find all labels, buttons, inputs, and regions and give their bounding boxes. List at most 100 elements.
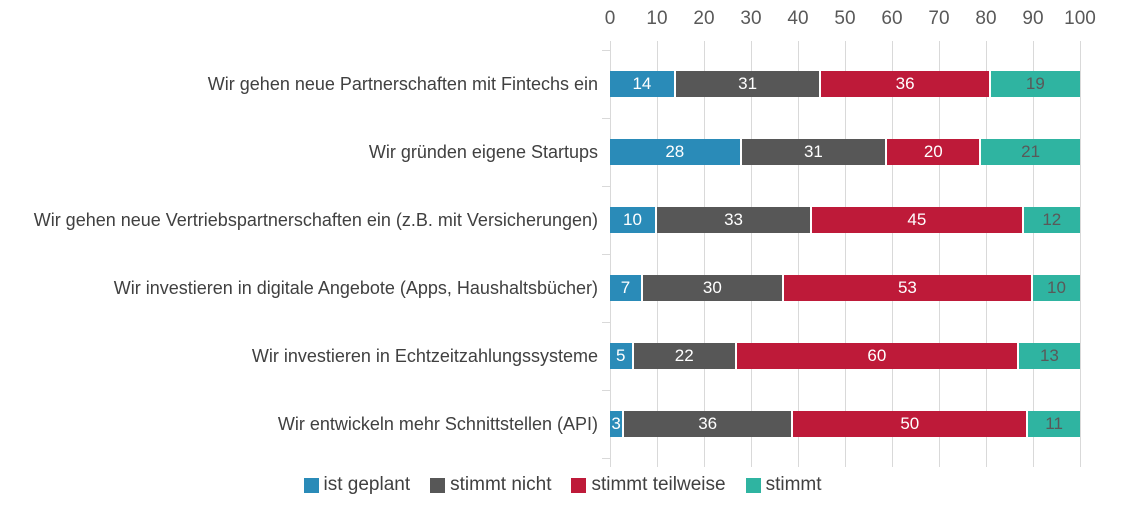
category-label: Wir gehen neue Partnerschaften mit Finte… [207,74,598,94]
bar-value-label: 12 [1042,210,1062,229]
bar-row: 28 31 20 21 [610,139,1080,165]
gridline [1080,50,1081,458]
bar-value-label: 3 [611,414,621,433]
x-axis-tick-label: 30 [740,8,762,29]
bar-segment-stimmt: 12 [1023,207,1080,233]
bar-value-label: 10 [1047,278,1066,297]
legend-item: stimmt [745,474,822,496]
legend-item: ist geplant [303,474,411,496]
x-axis-tick-mark [892,458,893,467]
x-axis-tick-mark [610,458,611,467]
bar-segment-stimmt-nicht: 36 [624,411,794,437]
bar-segment-stimmt-nicht: 31 [675,71,822,97]
bar-row: 3 36 50 11 [610,411,1080,437]
bar-value-label: 7 [620,278,631,297]
bar-segment-stimmt-teilweise: 20 [887,139,982,165]
category-label: Wir entwickeln mehr Schnittstellen (API) [277,414,598,434]
bar-value-label: 30 [702,278,722,297]
x-axis-tick-mark [892,41,893,50]
x-axis-tick-mark [1033,41,1034,50]
bar-segment-ist-geplant: 10 [610,207,657,233]
bar-value-label: 22 [674,346,694,365]
bar-value-label: 5 [616,346,626,365]
gridline [798,50,799,458]
bar-row: 7 30 53 10 [610,275,1080,301]
category-label: Wir gehen neue Vertriebspartnerschaften … [33,210,598,230]
bar-value-label: 33 [724,210,743,229]
bar-segment-ist-geplant: 7 [610,275,643,301]
x-axis-tick-label: 60 [881,8,903,29]
x-axis-tick-mark [845,41,846,50]
x-axis-tick-mark [657,458,658,467]
gridline [939,50,940,458]
bar-value-label: 13 [1039,346,1059,365]
x-axis-tick-mark [798,41,799,50]
gridline [986,50,987,458]
bar-segment-stimmt-nicht: 30 [642,275,784,301]
legend-item: stimmt teilweise [571,474,726,496]
x-axis-tick-mark [610,41,611,50]
bar-value-label: 36 [698,414,718,433]
x-axis-tick-mark [939,41,940,50]
x-axis-tick-mark [704,41,705,50]
legend-swatch [571,477,587,493]
x-axis-tick-mark [1080,458,1081,467]
legend-item: stimmt nicht [430,474,551,496]
bar-row: 5 22 60 13 [610,343,1080,369]
x-axis-tick-mark [1033,458,1034,467]
legend-swatch [303,477,319,493]
bar-segment-stimmt-nicht: 31 [741,139,888,165]
bar-value-label: 60 [867,346,887,365]
plot-area: 14 31 36 19 28 31 20 21 10 33 45 12 7 30 53 10 5 22 60 13 3 3… [602,41,1081,467]
bar-value-label: 11 [1045,414,1063,433]
bar-value-label: 36 [895,74,915,93]
bar-value-label: 21 [1021,142,1041,161]
x-axis-tick-mark [1080,41,1081,50]
bar-value-label: 50 [900,414,920,433]
bar-row: 10 33 45 12 [610,207,1080,233]
bar-segment-stimmt-nicht: 22 [633,343,737,369]
bar-segment-stimmt: 10 [1032,275,1080,301]
bar-value-label: 31 [803,142,823,161]
legend-label: ist geplant [323,474,411,495]
x-axis-tick-label: 70 [928,8,950,29]
x-axis-tick-label: 90 [1022,8,1044,29]
x-axis-tick-label: 20 [693,8,715,29]
y-axis-tick-mark [602,390,610,391]
x-axis-tick-mark [751,458,752,467]
y-axis-tick-mark [602,458,610,459]
bar-segment-stimmt-teilweise: 45 [812,207,1024,233]
x-axis-tick-mark [939,458,940,467]
x-axis-tick-mark [986,41,987,50]
bar-segment-stimmt-nicht: 33 [657,207,813,233]
legend-swatch [745,477,761,493]
bar-segment-ist-geplant: 5 [610,343,634,369]
gridline [657,50,658,458]
y-axis-tick-mark [602,118,610,119]
category-label: Wir gründen eigene Startups [368,142,598,162]
y-axis-tick-mark [602,254,610,255]
bar-row: 14 31 36 19 [610,71,1080,97]
y-axis-tick-mark [602,322,610,323]
gridline [610,50,611,458]
gridline [845,50,846,458]
bar-value-label: 20 [923,142,943,161]
x-axis-tick-label: 100 [1064,8,1096,29]
x-axis: 0 10 20 30 40 50 60 70 80 90 100 [605,8,1096,34]
x-axis-tick-mark [798,458,799,467]
y-axis-tick-mark [602,50,610,51]
x-axis-tick-label: 10 [646,8,668,29]
bar-value-label: 45 [907,210,927,229]
bar-segment-stimmt-teilweise: 50 [793,411,1029,437]
x-axis-tick-mark [657,41,658,50]
bar-segment-stimmt-teilweise: 36 [821,71,991,97]
bar-segment-ist-geplant: 28 [610,139,742,165]
category-label: Wir investieren in Echtzeitzahlungssyste… [251,346,598,366]
bar-segment-stimmt: 11 [1028,411,1080,437]
bar-value-label: 14 [632,74,652,93]
gridline [751,50,752,458]
x-axis-tick-label: 0 [604,8,616,29]
bar-value-label: 28 [665,142,685,161]
x-axis-tick-label: 80 [975,8,997,29]
legend-label: stimmt teilweise [591,474,726,495]
